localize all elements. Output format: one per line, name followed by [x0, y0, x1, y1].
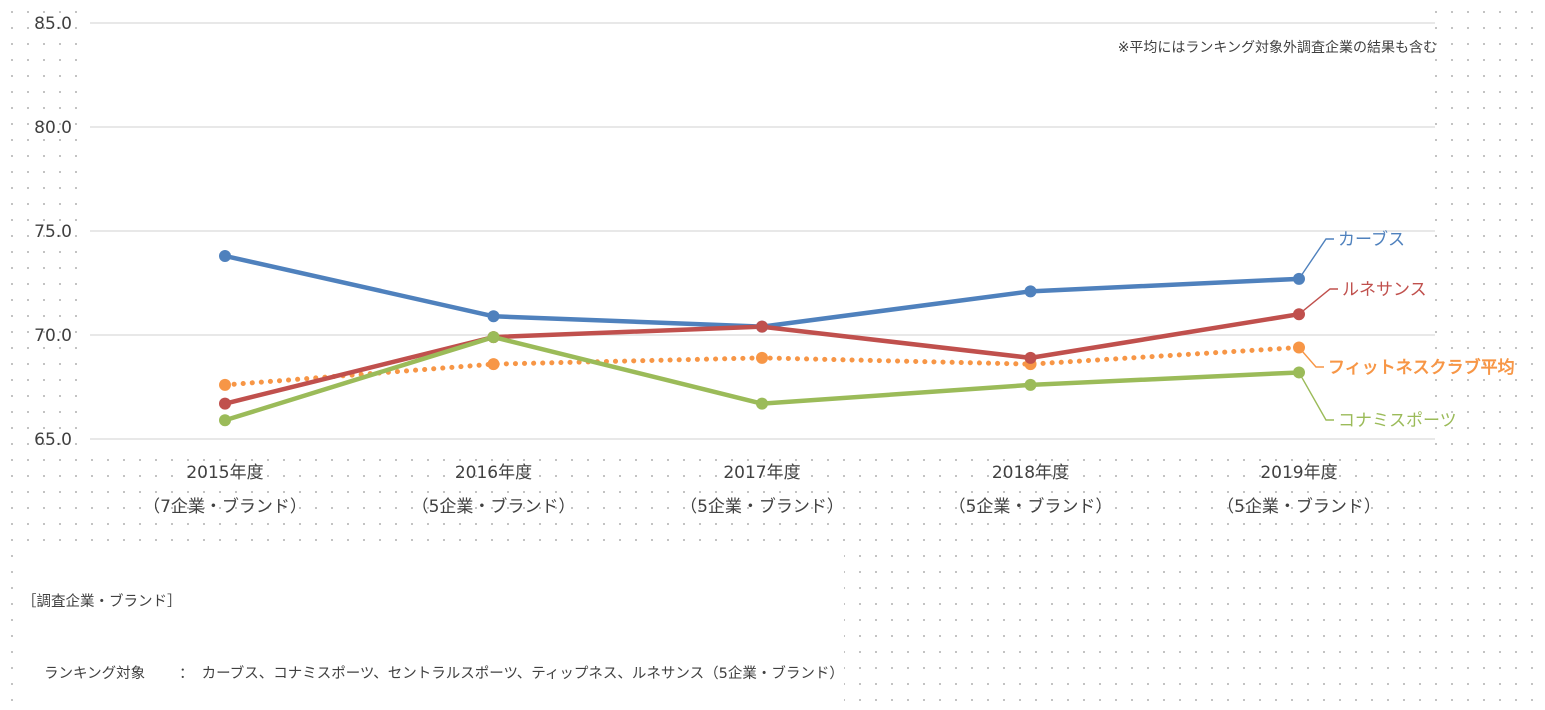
data-point — [756, 397, 768, 410]
data-point — [219, 414, 231, 427]
legend-row-value: カーブス、コナミスポーツ、セントラルスポーツ、ティップネス、ルネサンス（5企業・… — [201, 666, 844, 682]
x-category-sublabel: （7企業・ブランド） — [143, 496, 307, 517]
data-point — [219, 249, 231, 262]
survey-legend: ［調査企業・ブランド］ ランキング対象 ： カーブス、コナミスポーツ、セントラルスポ… — [22, 542, 844, 710]
data-point — [219, 397, 231, 410]
x-category-label: 2018年度 — [992, 463, 1069, 483]
data-point — [756, 351, 768, 364]
x-category-label: 2017年度 — [723, 463, 800, 483]
x-category-sublabel: （5企業・ブランド） — [1217, 496, 1381, 517]
gridlines — [90, 22, 1435, 440]
y-tick-label: 85.0 — [34, 14, 72, 34]
data-point — [487, 331, 500, 344]
x-category-label: 2015年度 — [186, 463, 263, 483]
y-tick-label: 80.0 — [34, 118, 72, 138]
y-axis-ticks: 65.0 70.0 75.0 80.0 85.0 — [34, 14, 72, 450]
x-category-sublabel: （5企業・ブランド） — [949, 496, 1113, 517]
data-point — [487, 310, 500, 323]
data-point — [1024, 351, 1037, 364]
data-point — [487, 358, 500, 371]
label-leader-line — [1298, 238, 1334, 280]
x-category-label: 2016年度 — [455, 463, 532, 483]
label-leader-line — [1298, 372, 1334, 421]
data-point — [219, 378, 231, 391]
y-tick-label: 70.0 — [34, 326, 72, 346]
label-leader-line — [1298, 347, 1324, 368]
series-label: フィットネスクラブ平均 — [1328, 357, 1515, 378]
legend-row-label: ランキング対象 — [44, 666, 146, 682]
legend-row: ランキング対象 ： カーブス、コナミスポーツ、セントラルスポーツ、ティップネス、ルネ… — [44, 662, 844, 686]
series-label: ルネサンス — [1342, 280, 1427, 300]
y-tick-label: 75.0 — [34, 222, 72, 242]
x-category-label: 2019年度 — [1260, 463, 1337, 483]
plot-background — [90, 10, 1435, 450]
series-label: コナミスポーツ — [1338, 411, 1457, 431]
x-category-sublabel: （5企業・ブランド） — [680, 496, 844, 517]
chart-note: ※平均にはランキング対象外調査企業の結果も含む — [1118, 39, 1437, 56]
legend-row-sep: ： — [179, 666, 194, 682]
data-point — [1024, 285, 1037, 298]
y-tick-label: 65.0 — [34, 430, 72, 450]
label-leader-line — [1298, 288, 1338, 315]
legend-heading: ［調査企業・ブランド］ — [22, 594, 182, 610]
series-label: カーブス — [1338, 229, 1405, 250]
data-point — [1024, 378, 1037, 391]
data-point — [756, 320, 768, 333]
line-chart: 65.070.075.080.085.0 2015年度（7企業・ブランド）201… — [34, 10, 1515, 517]
x-axis-categories: 2015年度 （7企業・ブランド） 2016年度 （5企業・ブランド） 2017年度 （5… — [143, 463, 1381, 517]
x-category-sublabel: （5企業・ブランド） — [412, 496, 576, 517]
